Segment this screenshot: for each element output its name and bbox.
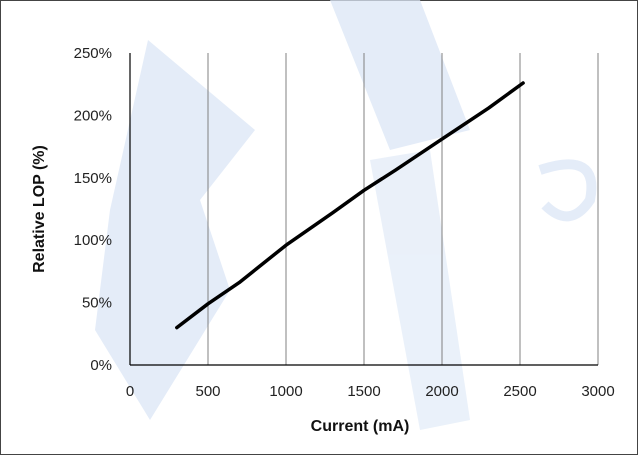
y-tick-label: 250% [74, 45, 112, 62]
x-tick-label: 1000 [269, 383, 302, 400]
y-tick-label: 150% [74, 170, 112, 187]
y-tick-label: 100% [74, 232, 112, 249]
x-tick-label: 3000 [581, 383, 614, 400]
x-tick-label: 1500 [347, 383, 380, 400]
x-axis-title: Current (mA) [311, 418, 410, 435]
watermark-shape-top [330, 0, 470, 150]
y-tick-label: 200% [74, 107, 112, 124]
watermark-shape-right [370, 150, 470, 430]
watermark [95, 0, 597, 430]
x-tick-label: 500 [195, 383, 220, 400]
watermark-shape-left [95, 40, 255, 420]
x-tick-label: 0 [126, 383, 134, 400]
x-tick-label: 2500 [503, 383, 536, 400]
x-tick-label: 2000 [425, 383, 458, 400]
plot-area: 0 500 1000 1500 2000 2500 3000 0% 50% 100% 150% 200… [74, 45, 615, 400]
watermark-letter-e [538, 159, 597, 222]
y-tick-label: 50% [82, 295, 112, 312]
y-tick-label: 0% [90, 357, 112, 374]
series-line [175, 81, 525, 330]
y-axis-title: Relative LOP (%) [31, 145, 48, 273]
